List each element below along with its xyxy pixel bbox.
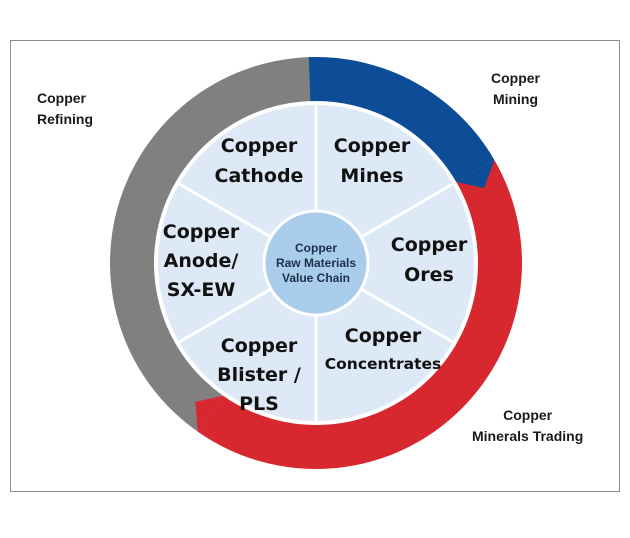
label-copper-refining: Copper Refining [37,88,93,130]
ring-arc-trading [197,160,522,470]
segment-divider [360,182,454,239]
label-refining-line-2: Refining [37,111,93,127]
segment-label: Copper Mines [334,135,411,187]
label-copper-minerals-trading: Copper Minerals Trading [472,405,583,447]
ring-arc-refining [110,57,316,432]
ring-arc-mining [308,57,495,182]
segment-label: Copper Anode/SX-EW [163,221,240,301]
segment-label: Copper Blister / PLS [217,335,301,415]
label-mining-line-1: Copper [491,70,540,86]
outer-ring [110,57,522,470]
ring-tip-trading [195,395,224,432]
segment-label: Copper Ores [391,234,468,286]
segment-label: Copper Concentrates [325,325,441,373]
segment-divider [178,287,272,344]
label-trading-line-1: Copper [503,407,553,423]
ring-tip-mining [456,160,495,189]
segment-label: Copper Cathode [215,135,304,187]
segment-divider [178,182,272,239]
label-copper-mining: Copper Mining [491,68,540,110]
center-circle [262,209,370,317]
segment-divider [360,287,454,344]
label-trading-line-2: Minerals Trading [472,428,584,444]
center-label: Copper Raw Materials Value Chain [276,241,356,285]
label-mining-line-2: Mining [492,91,539,107]
center-hub: Copper Raw Materials Value Chain [262,209,370,317]
label-refining-line-1: Copper [37,90,86,106]
